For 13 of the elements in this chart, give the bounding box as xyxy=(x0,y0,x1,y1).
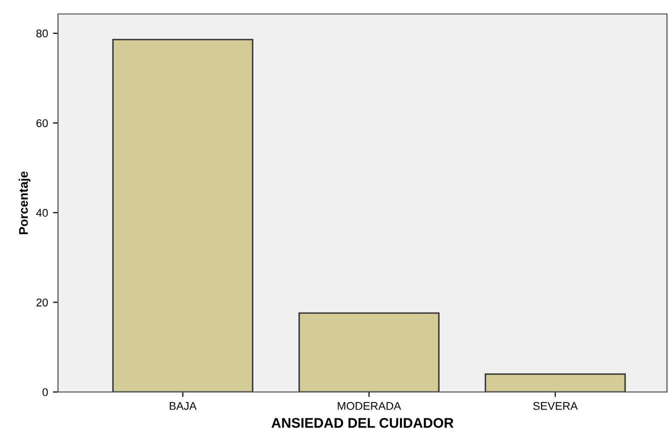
bar xyxy=(298,312,440,392)
y-tick-label: 60 xyxy=(36,119,48,128)
y-tick-label: 40 xyxy=(36,208,48,217)
x-tick-label: BAJA xyxy=(170,402,197,410)
y-tick-label: 80 xyxy=(36,30,48,38)
bar xyxy=(484,373,626,392)
y-tick-label: 20 xyxy=(36,298,48,306)
bar xyxy=(112,38,254,392)
y-tick-label: 0 xyxy=(42,388,48,396)
x-tick-label: MODERADA xyxy=(338,402,402,410)
x-tick-label: SEVERA xyxy=(533,402,578,410)
y-axis-title: Porcentaje xyxy=(18,171,30,234)
x-axis-title: ANSIEDAD DEL CUIDADOR xyxy=(272,418,454,428)
